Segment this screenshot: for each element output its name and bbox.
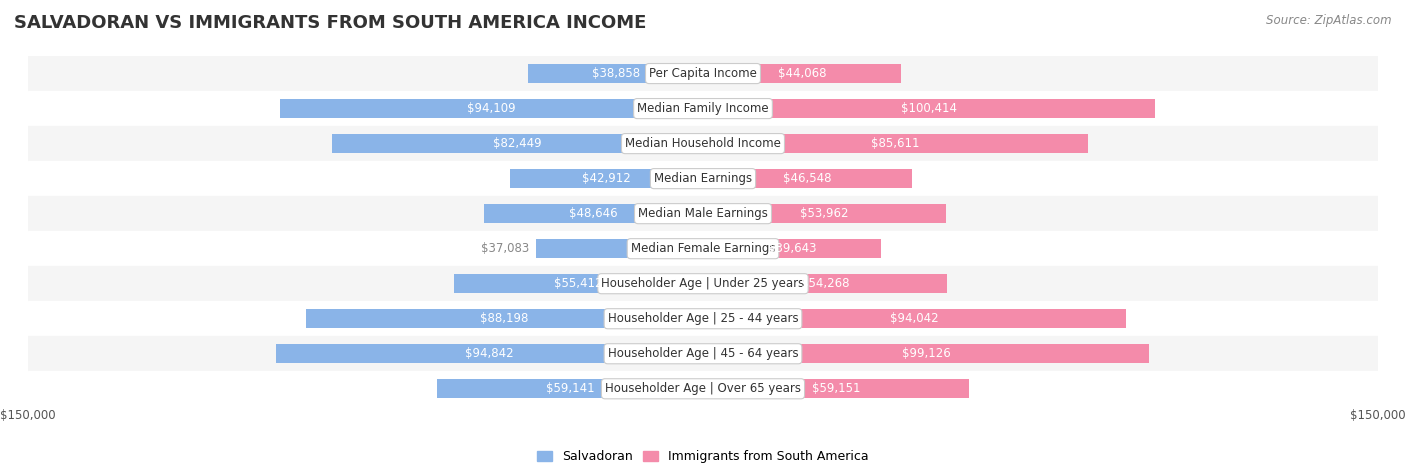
Bar xyxy=(703,239,882,258)
Bar xyxy=(437,379,703,398)
Text: $100,414: $100,414 xyxy=(901,102,957,115)
Text: Median Household Income: Median Household Income xyxy=(626,137,780,150)
Bar xyxy=(307,309,703,328)
Bar xyxy=(28,161,1378,196)
Text: $94,042: $94,042 xyxy=(890,312,939,325)
Text: $82,449: $82,449 xyxy=(494,137,541,150)
Text: $94,109: $94,109 xyxy=(467,102,516,115)
Bar xyxy=(28,371,1378,406)
Text: $39,643: $39,643 xyxy=(768,242,817,255)
Bar xyxy=(28,91,1378,126)
Bar xyxy=(28,231,1378,266)
Bar xyxy=(484,204,703,223)
Text: Householder Age | 45 - 64 years: Householder Age | 45 - 64 years xyxy=(607,347,799,360)
Text: Source: ZipAtlas.com: Source: ZipAtlas.com xyxy=(1267,14,1392,27)
Legend: Salvadoran, Immigrants from South America: Salvadoran, Immigrants from South Americ… xyxy=(537,450,869,463)
Text: $85,611: $85,611 xyxy=(872,137,920,150)
Text: Median Earnings: Median Earnings xyxy=(654,172,752,185)
Text: $53,962: $53,962 xyxy=(800,207,849,220)
Bar xyxy=(280,99,703,118)
Text: Householder Age | 25 - 44 years: Householder Age | 25 - 44 years xyxy=(607,312,799,325)
Text: Median Female Earnings: Median Female Earnings xyxy=(631,242,775,255)
Bar xyxy=(28,56,1378,91)
Text: Median Family Income: Median Family Income xyxy=(637,102,769,115)
Bar xyxy=(28,336,1378,371)
Text: $44,068: $44,068 xyxy=(778,67,827,80)
Text: $59,151: $59,151 xyxy=(811,382,860,395)
Text: Per Capita Income: Per Capita Income xyxy=(650,67,756,80)
Bar xyxy=(536,239,703,258)
Text: Median Male Earnings: Median Male Earnings xyxy=(638,207,768,220)
Bar xyxy=(277,344,703,363)
Bar xyxy=(703,379,969,398)
Bar xyxy=(703,64,901,83)
Bar xyxy=(703,204,946,223)
Bar xyxy=(28,266,1378,301)
Text: $38,858: $38,858 xyxy=(592,67,640,80)
Text: Householder Age | Under 25 years: Householder Age | Under 25 years xyxy=(602,277,804,290)
Bar xyxy=(703,309,1126,328)
Text: Householder Age | Over 65 years: Householder Age | Over 65 years xyxy=(605,382,801,395)
Bar xyxy=(703,99,1154,118)
Bar xyxy=(28,301,1378,336)
Bar xyxy=(703,344,1149,363)
Bar xyxy=(454,274,703,293)
Text: $37,083: $37,083 xyxy=(481,242,530,255)
Text: $55,412: $55,412 xyxy=(554,277,603,290)
Text: $59,141: $59,141 xyxy=(546,382,595,395)
Text: $88,198: $88,198 xyxy=(481,312,529,325)
Text: $42,912: $42,912 xyxy=(582,172,631,185)
Bar xyxy=(332,134,703,153)
Text: $94,842: $94,842 xyxy=(465,347,515,360)
Bar xyxy=(28,196,1378,231)
Text: SALVADORAN VS IMMIGRANTS FROM SOUTH AMERICA INCOME: SALVADORAN VS IMMIGRANTS FROM SOUTH AMER… xyxy=(14,14,647,32)
Bar xyxy=(529,64,703,83)
Bar xyxy=(703,134,1088,153)
Bar xyxy=(703,169,912,188)
Text: $48,646: $48,646 xyxy=(569,207,617,220)
Bar xyxy=(28,126,1378,161)
Bar xyxy=(510,169,703,188)
Text: $99,126: $99,126 xyxy=(901,347,950,360)
Text: $54,268: $54,268 xyxy=(801,277,849,290)
Bar xyxy=(703,274,948,293)
Text: $46,548: $46,548 xyxy=(783,172,832,185)
